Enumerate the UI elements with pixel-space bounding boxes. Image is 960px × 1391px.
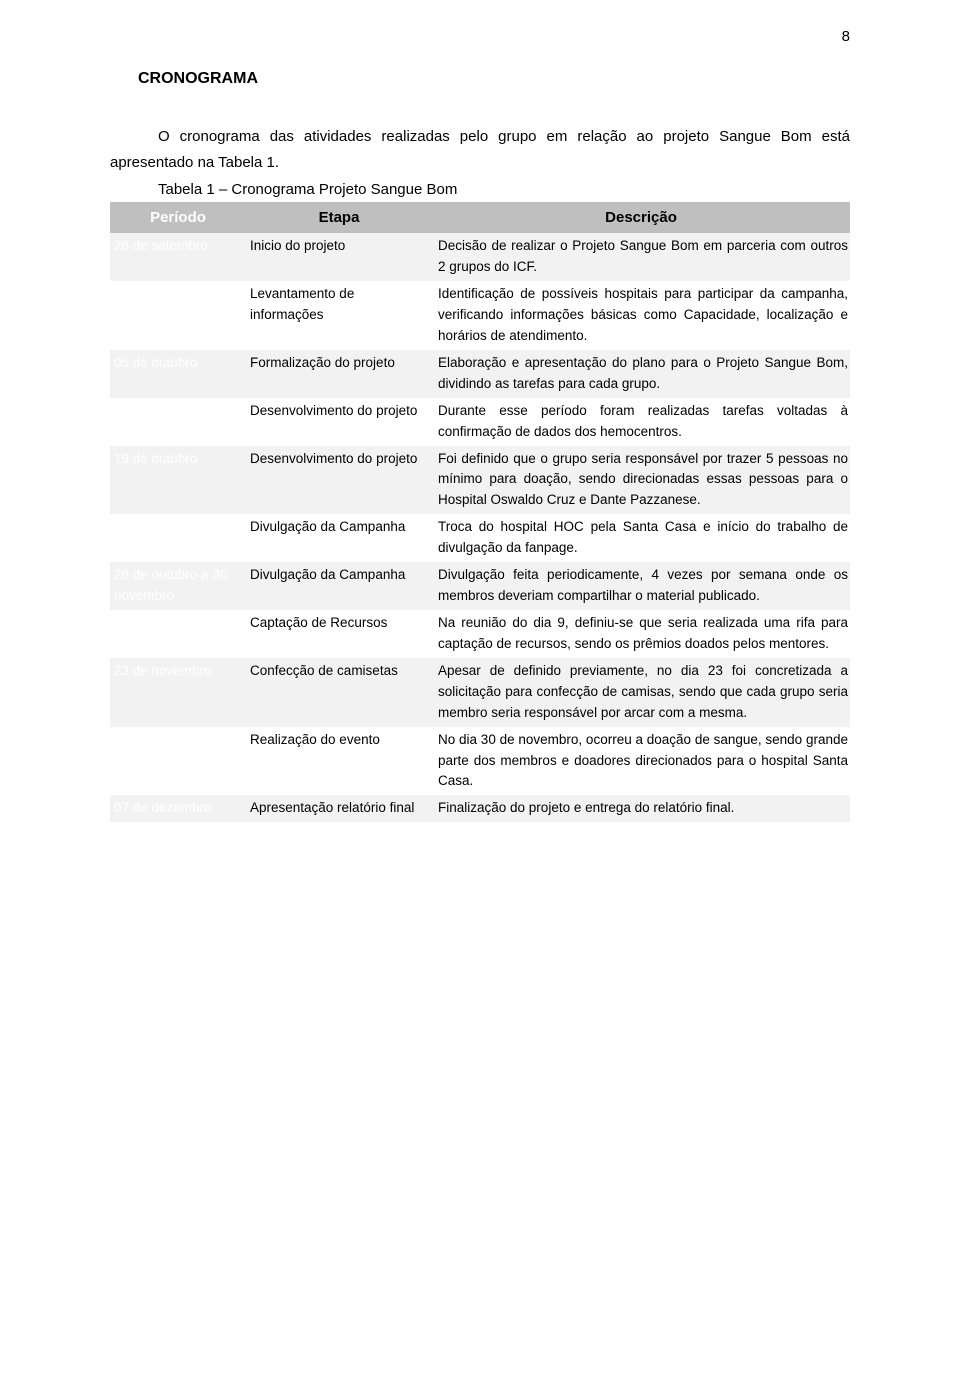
cell-etapa: Divulgação da Campanha [246, 562, 432, 610]
cronograma-table: Período Etapa Descrição 28 de setembro I… [110, 202, 850, 822]
cell-etapa: Formalização do projeto [246, 350, 432, 398]
table-row: 05 de outubro Formalização do projeto El… [110, 350, 850, 398]
col-header-etapa: Etapa [246, 202, 432, 233]
cell-descricao: Decisão de realizar o Projeto Sangue Bom… [432, 233, 850, 281]
cell-descricao: Identificação de possíveis hospitais par… [432, 281, 850, 350]
table-row: 26 de outubro à 30 novembro Divulgação d… [110, 562, 850, 610]
table-row: 30 de novembro Realização do evento No d… [110, 727, 850, 796]
table-row: 19 de outubro Desenvolvimento do projeto… [110, 446, 850, 515]
cell-periodo: 26 de outubro [110, 514, 246, 562]
cell-etapa: Confecção de camisetas [246, 658, 432, 727]
cell-periodo: 09 de novembro [110, 610, 246, 658]
table-row: 23 de novembro Confecção de camisetas Ap… [110, 658, 850, 727]
table-row: 06 à 19 de outubro Desenvolvimento do pr… [110, 398, 850, 446]
cell-periodo: 19 de outubro [110, 446, 246, 515]
cell-periodo: 05 de outubro [110, 350, 246, 398]
cell-descricao: Apesar de definido previamente, no dia 2… [432, 658, 850, 727]
table-row: 26 de outubro Divulgação da Campanha Tro… [110, 514, 850, 562]
col-header-descricao: Descrição [432, 202, 850, 233]
table-row: 07 de dezembro Apresentação relatório fi… [110, 795, 850, 822]
table-row: 29 de setembro à 5 outubro Levantamento … [110, 281, 850, 350]
col-header-periodo: Período [110, 202, 246, 233]
page-number: 8 [842, 28, 850, 45]
cell-periodo: 07 de dezembro [110, 795, 246, 822]
cell-periodo: 28 de setembro [110, 233, 246, 281]
intro-paragraph: O cronograma das atividades realizadas p… [110, 124, 850, 175]
cell-etapa: Desenvolvimento do projeto [246, 398, 432, 446]
cell-etapa: Apresentação relatório final [246, 795, 432, 822]
cell-etapa: Realização do evento [246, 727, 432, 796]
cell-etapa: Captação de Recursos [246, 610, 432, 658]
cell-etapa: Levantamento de informações [246, 281, 432, 350]
cell-descricao: Troca do hospital HOC pela Santa Casa e … [432, 514, 850, 562]
table-caption: Tabela 1 – Cronograma Projeto Sangue Bom [110, 181, 850, 198]
cell-descricao: Elaboração e apresentação do plano para … [432, 350, 850, 398]
section-heading: CRONOGRAMA [110, 70, 850, 88]
cell-descricao: Durante esse período foram realizadas ta… [432, 398, 850, 446]
table-row: 28 de setembro Inicio do projeto Decisão… [110, 233, 850, 281]
table-header: Período Etapa Descrição [110, 202, 850, 233]
cell-descricao: Na reunião do dia 9, definiu-se que seri… [432, 610, 850, 658]
cell-periodo: 29 de setembro à 5 outubro [110, 281, 246, 350]
cell-descricao: Divulgação feita periodicamente, 4 vezes… [432, 562, 850, 610]
document-page: 8 CRONOGRAMA O cronograma das atividades… [0, 0, 960, 1391]
table-row: 09 de novembro Captação de Recursos Na r… [110, 610, 850, 658]
cell-periodo: 30 de novembro [110, 727, 246, 796]
table-body: 28 de setembro Inicio do projeto Decisão… [110, 233, 850, 822]
cell-descricao: No dia 30 de novembro, ocorreu a doação … [432, 727, 850, 796]
cell-descricao: Foi definido que o grupo seria responsáv… [432, 446, 850, 515]
cell-periodo: 23 de novembro [110, 658, 246, 727]
cell-periodo: 26 de outubro à 30 novembro [110, 562, 246, 610]
cell-descricao: Finalização do projeto e entrega do rela… [432, 795, 850, 822]
cell-etapa: Desenvolvimento do projeto [246, 446, 432, 515]
cell-periodo: 06 à 19 de outubro [110, 398, 246, 446]
cell-etapa: Inicio do projeto [246, 233, 432, 281]
cell-etapa: Divulgação da Campanha [246, 514, 432, 562]
